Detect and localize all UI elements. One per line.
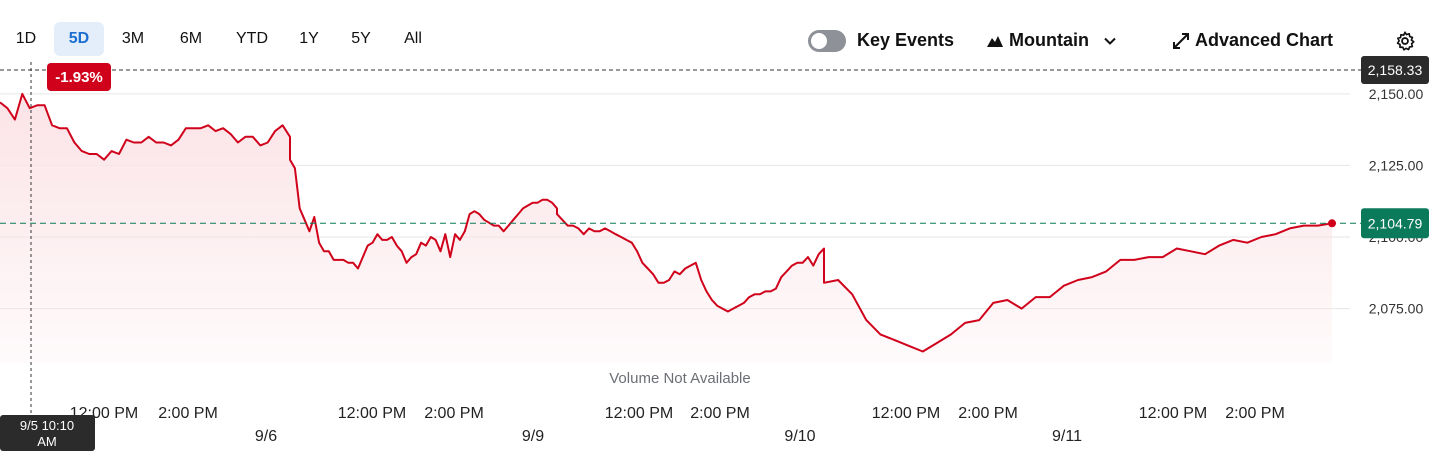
range-button-3m[interactable]: 3M <box>121 30 145 47</box>
chart-overlay: 2,158.33 2,104.79 -1.93% Volume Not Availab… <box>0 56 1429 451</box>
change-badge: -1.93% <box>47 63 111 91</box>
range-button-5d[interactable]: 5D <box>54 22 104 56</box>
reference-badge: 2,158.33 <box>1361 56 1429 84</box>
x-time-label: 2:00 PM <box>424 405 484 422</box>
x-time-label: 2:00 PM <box>158 405 218 422</box>
price-line <box>0 92 1333 353</box>
range-button-ytd[interactable]: YTD <box>236 30 268 47</box>
y-tick-label: 2,075.00 <box>1369 301 1424 317</box>
advanced-chart-button[interactable]: Advanced Chart <box>1195 30 1334 50</box>
key-events-toggle[interactable] <box>808 30 846 52</box>
toolbar: 1D 5D 3M 6M YTD 1Y 5Y All Key Events Mountain A… <box>0 0 1456 80</box>
x-day-label: 9/10 <box>784 428 815 445</box>
price-area-fill <box>0 93 1332 364</box>
current-price-badge: 2,104.79 <box>1361 208 1429 239</box>
gear-icon[interactable] <box>1394 30 1416 52</box>
x-time-label: 12:00 PM <box>1139 405 1207 422</box>
x-time-label: 12:00 PM <box>872 405 940 422</box>
x-day-label: 9/11 <box>1052 428 1082 445</box>
toggle-knob <box>811 33 827 49</box>
expand-arrows-icon[interactable] <box>1172 32 1190 50</box>
x-time-label: 2:00 PM <box>1225 405 1285 422</box>
chevron-down-icon[interactable] <box>1104 36 1116 46</box>
range-button-6m[interactable]: 6M <box>179 30 203 47</box>
range-button-5y[interactable]: 5Y <box>351 30 371 47</box>
hover-time-line2: AM <box>37 434 57 449</box>
current-price-label: 2,104.79 <box>1368 215 1423 231</box>
x-time-label: 12:00 PM <box>338 405 406 422</box>
range-button-1d[interactable]: 1D <box>15 30 37 47</box>
current-price-dot <box>1328 219 1336 228</box>
reference-label: 2,158.33 <box>1368 62 1423 78</box>
key-events-label[interactable]: Key Events <box>857 30 955 50</box>
mountain-icon[interactable] <box>987 35 1003 47</box>
x-day-label: 9/6 <box>255 428 277 445</box>
change-pct-label: -1.93% <box>55 69 103 86</box>
hover-time-line1: 9/5 10:10 <box>20 418 74 433</box>
x-time-label: 2:00 PM <box>690 405 750 422</box>
y-tick-label: 2,150.00 <box>1369 86 1424 102</box>
y-tick-label: 2,125.00 <box>1369 157 1424 173</box>
chart-type-label[interactable]: Mountain <box>1009 30 1089 50</box>
range-button-1y[interactable]: 1Y <box>299 30 319 47</box>
x-day-label: 9/9 <box>522 428 544 445</box>
volume-note: Volume Not Available <box>609 370 750 387</box>
range-button-all[interactable]: All <box>404 30 422 47</box>
x-time-label: 12:00 PM <box>605 405 673 422</box>
x-time-label: 2:00 PM <box>958 405 1018 422</box>
